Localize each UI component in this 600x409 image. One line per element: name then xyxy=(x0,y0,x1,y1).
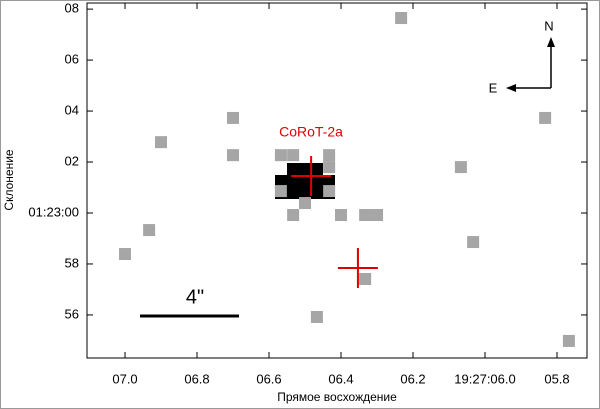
y-tick-label: 08 xyxy=(65,1,79,16)
pixel xyxy=(539,111,552,124)
pixel xyxy=(335,209,348,222)
pixel xyxy=(299,197,312,210)
pixel xyxy=(467,236,480,249)
east-label: E xyxy=(489,80,498,95)
pixel xyxy=(323,149,336,162)
y-tick-label: 06 xyxy=(65,52,79,67)
pixel xyxy=(395,12,408,25)
pixel xyxy=(323,185,336,198)
pixel xyxy=(274,149,287,162)
x-tick-label: 07.0 xyxy=(112,371,137,386)
pixel xyxy=(310,310,323,323)
cross-marker xyxy=(337,248,378,289)
annotation: CoRoT-2a xyxy=(279,124,343,140)
pixel xyxy=(359,272,372,285)
y-tick-label: 01:23:00 xyxy=(28,204,79,219)
pixel xyxy=(359,209,372,222)
x-axis-label: Прямое восхождение xyxy=(277,390,397,404)
pixel xyxy=(287,149,300,162)
x-tick-label: 06.2 xyxy=(400,371,425,386)
pixel xyxy=(274,185,287,198)
pixel xyxy=(371,209,384,222)
pixel xyxy=(227,149,240,162)
plot-area xyxy=(86,2,588,359)
cross-marker xyxy=(291,156,332,197)
north-head xyxy=(547,37,555,47)
x-tick-label: 19:27:06.0 xyxy=(454,371,515,386)
east-head xyxy=(506,84,516,92)
x-tick-label: 06.4 xyxy=(328,371,353,386)
pixel xyxy=(227,111,240,124)
pixel xyxy=(155,136,168,149)
x-tick-label: 06.8 xyxy=(184,371,209,386)
pixel xyxy=(287,209,300,222)
x-tick-label: 06.6 xyxy=(256,371,281,386)
north-label: N xyxy=(544,18,553,33)
star-core xyxy=(275,163,335,205)
pixel xyxy=(562,334,575,347)
pixel xyxy=(323,161,336,174)
pixel xyxy=(143,224,156,237)
pixel xyxy=(454,161,467,174)
pixel xyxy=(119,248,132,261)
y-tick-label: 56 xyxy=(65,306,79,321)
y-tick-label: 02 xyxy=(65,153,79,168)
scale-label: 4" xyxy=(186,286,204,308)
x-tick-label: 05.8 xyxy=(544,371,569,386)
y-axis-label: Склонение xyxy=(2,149,16,210)
y-tick-label: 58 xyxy=(65,255,79,270)
y-tick-label: 04 xyxy=(65,102,79,117)
